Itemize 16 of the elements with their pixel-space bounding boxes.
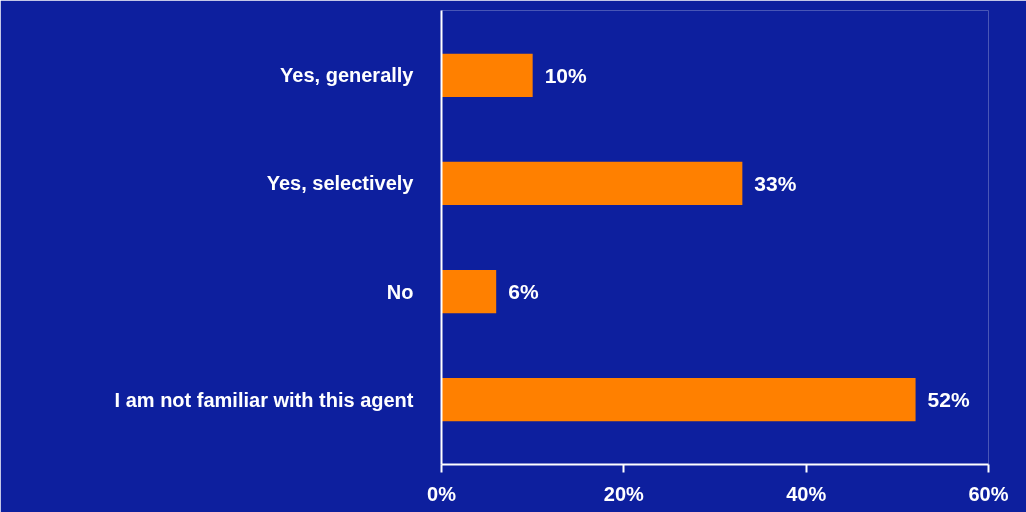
data-label: 6% xyxy=(508,280,539,304)
x-tick-label: 0% xyxy=(427,482,457,505)
data-label: 10% xyxy=(544,63,588,87)
data-label: 52% xyxy=(927,388,970,412)
data-label: 33% xyxy=(754,171,797,195)
y-tick-label: No xyxy=(386,280,414,303)
y-tick-label: Yes, generally xyxy=(280,64,415,87)
bar xyxy=(441,161,743,206)
y-tick-label: Yes, selectively xyxy=(266,172,415,195)
bar xyxy=(441,378,916,422)
x-tick-label: 40% xyxy=(786,482,827,505)
x-tick-label: 20% xyxy=(603,482,645,505)
bar xyxy=(441,269,497,314)
bar xyxy=(441,53,533,97)
x-tick-label: 60% xyxy=(968,482,1009,505)
y-tick-label: I am not familiar with this agent xyxy=(114,388,414,411)
